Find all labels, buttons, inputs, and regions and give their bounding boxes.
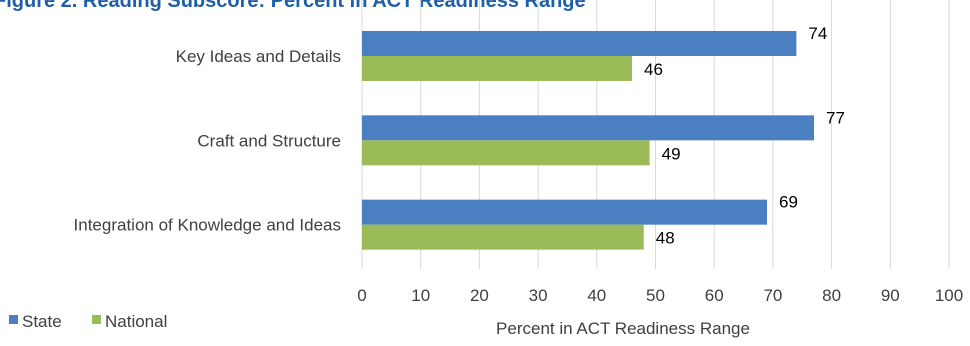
x-tick-label-50: 50: [646, 286, 665, 305]
x-tick-label-90: 90: [881, 286, 900, 305]
x-axis-title: Percent in ACT Readiness Range: [496, 319, 750, 338]
bar-national-1: [362, 56, 633, 81]
bar-state-2: [362, 115, 814, 141]
legend-label-national: National: [105, 312, 167, 331]
data-label-national-3: 48: [656, 229, 675, 248]
data-label-state-3: 69: [779, 193, 798, 212]
x-tick-label-40: 40: [587, 286, 606, 305]
bar-national-3: [362, 224, 644, 250]
bar-state-1: [362, 31, 797, 56]
bar-national-2: [362, 140, 650, 166]
x-axis-ticks: 0 10 20 30 40 50 60 70 80 90 100: [357, 286, 963, 305]
x-tick-label-80: 80: [822, 286, 841, 305]
x-tick-label-70: 70: [763, 286, 782, 305]
category-label-3: Integration of Knowledge and Ideas: [74, 216, 341, 235]
category-label-2: Craft and Structure: [197, 131, 341, 150]
data-label-state-1: 74: [808, 24, 827, 43]
x-tick-label-30: 30: [529, 286, 548, 305]
x-tick-label-0: 0: [357, 286, 366, 305]
category-label-1: Key Ideas and Details: [176, 47, 341, 66]
category-labels: Key Ideas and Details Craft and Structure…: [74, 47, 341, 235]
chart-title: Figure 2. Reading Subscore: Percent in A…: [0, 0, 586, 12]
x-tick-label-60: 60: [705, 286, 724, 305]
x-tick-label-10: 10: [411, 286, 430, 305]
bar-state-3: [362, 199, 768, 225]
legend-swatch-state: [9, 315, 18, 324]
x-tick-label-100: 100: [935, 286, 963, 305]
legend: State National: [9, 312, 167, 331]
data-label-national-2: 49: [662, 144, 681, 163]
x-tick-label-20: 20: [470, 286, 489, 305]
data-labels: 74 46 77 49 69 48: [644, 24, 845, 248]
data-label-state-2: 77: [826, 108, 845, 127]
legend-swatch-national: [92, 315, 101, 324]
data-label-national-1: 46: [644, 60, 663, 79]
legend-label-state: State: [22, 312, 62, 331]
bars: [362, 31, 814, 250]
